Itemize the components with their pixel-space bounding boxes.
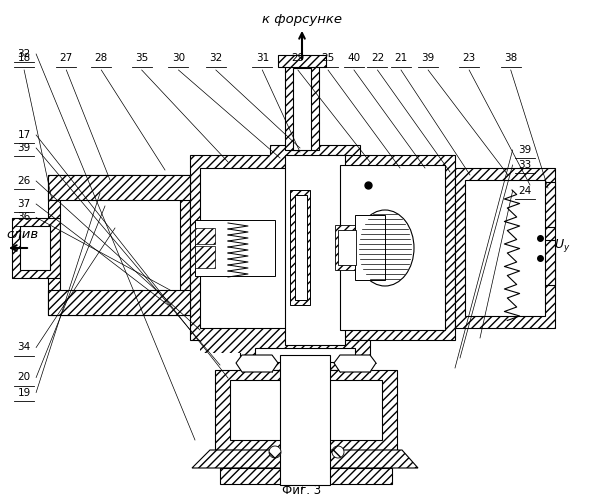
Bar [195, 220, 275, 276]
Bar [338, 230, 356, 265]
Bar [200, 168, 320, 328]
Bar [340, 165, 445, 330]
Bar [12, 218, 60, 278]
Text: 26: 26 [17, 176, 31, 186]
Circle shape [269, 446, 281, 458]
Text: 25: 25 [321, 53, 335, 63]
Bar [48, 175, 190, 315]
Text: 29: 29 [291, 53, 305, 63]
Text: 20: 20 [17, 372, 31, 382]
Bar [278, 55, 326, 67]
Bar [270, 145, 360, 355]
Polygon shape [334, 355, 376, 372]
Text: 35: 35 [135, 53, 148, 63]
Bar [285, 155, 345, 345]
Text: 32: 32 [209, 53, 223, 63]
Text: 32: 32 [17, 49, 31, 59]
Text: 38: 38 [504, 53, 517, 63]
Bar [60, 185, 180, 305]
Bar [255, 348, 355, 362]
Bar [230, 380, 382, 440]
Text: 30: 30 [172, 53, 185, 63]
Bar [48, 290, 190, 315]
Bar [215, 370, 397, 450]
Text: $U_y$: $U_y$ [554, 236, 570, 254]
Circle shape [332, 446, 344, 458]
Text: 28: 28 [95, 53, 108, 63]
Bar [280, 355, 330, 485]
Text: 31: 31 [256, 53, 269, 63]
Bar [455, 168, 555, 328]
Text: 24: 24 [518, 186, 531, 196]
Polygon shape [236, 355, 278, 372]
Text: 37: 37 [17, 199, 31, 209]
Bar [330, 155, 455, 340]
Bar [535, 182, 555, 227]
Text: 27: 27 [60, 53, 73, 63]
Text: 18: 18 [17, 53, 31, 63]
Text: 39: 39 [421, 53, 435, 63]
Text: 39: 39 [518, 145, 531, 155]
Bar [535, 240, 555, 285]
Bar [220, 468, 392, 484]
Text: 34: 34 [17, 342, 31, 352]
Bar [195, 246, 215, 268]
Bar [20, 226, 50, 270]
Bar [290, 190, 310, 305]
Bar [195, 228, 215, 244]
Bar [200, 168, 280, 353]
Text: слив: слив [6, 228, 38, 240]
Text: 17: 17 [17, 130, 31, 140]
Text: 22: 22 [371, 53, 384, 63]
Text: 23: 23 [463, 53, 476, 63]
Polygon shape [192, 450, 418, 468]
Bar [48, 175, 190, 200]
Bar [465, 180, 545, 316]
Bar [270, 155, 325, 345]
Bar [293, 68, 311, 150]
Text: 39: 39 [17, 143, 31, 153]
Bar [285, 60, 319, 150]
Bar [355, 215, 385, 280]
Text: 36: 36 [17, 212, 31, 222]
Bar [190, 155, 330, 340]
Text: 21: 21 [394, 53, 408, 63]
Text: 40: 40 [347, 53, 361, 63]
Bar [240, 340, 370, 370]
Text: к форсунке: к форсунке [262, 14, 342, 26]
Bar [335, 225, 360, 270]
Text: 33: 33 [518, 160, 531, 170]
Text: Фиг. 3: Фиг. 3 [282, 484, 321, 496]
Ellipse shape [356, 210, 414, 286]
Text: 19: 19 [17, 388, 31, 398]
Bar [295, 195, 307, 300]
